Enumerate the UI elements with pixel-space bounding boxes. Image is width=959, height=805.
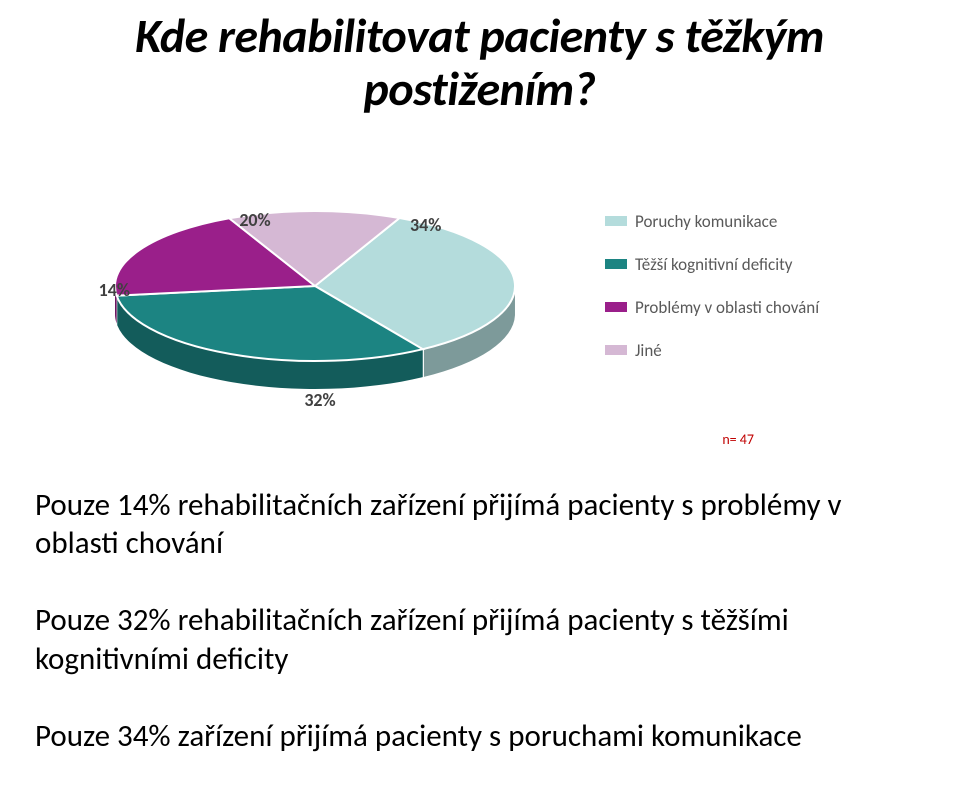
legend: Poruchy komunikace Těžší kognitivní defi… [575,189,924,383]
slide: Kde rehabilitovat pacienty s těžkým post… [0,0,959,805]
body-paragraph: Pouze 34% zařízení přijímá pacienty s po… [35,717,924,756]
title-line-1: Kde rehabilitovat pacienty s těžkým [135,6,824,65]
legend-label: Problémy v oblasti chování [635,297,819,318]
chart-row: 34% 32% 20% 14% Poruchy komunikace Těžší ko… [35,151,924,421]
sample-size-note: n= 47 [35,431,924,448]
pie-slice-label: 14% [99,279,130,301]
legend-swatch [605,302,627,312]
legend-label: Jiné [635,340,662,361]
body-paragraph: Pouze 32% rehabilitačních zařízení přijí… [35,601,924,679]
body-text: Pouze 14% rehabilitačních zařízení přijí… [35,486,924,756]
legend-swatch [605,259,627,269]
legend-item: Jiné [605,340,924,361]
legend-swatch [605,345,627,355]
body-paragraph: Pouze 14% rehabilitačních zařízení přijí… [35,486,924,564]
pie-chart: 34% 32% 20% 14% [35,151,575,421]
legend-item: Těžší kognitivní deficity [605,254,924,275]
pie-slice-label: 20% [239,209,270,231]
legend-label: Poruchy komunikace [635,211,777,232]
pie-slice-label: 32% [304,389,335,411]
legend-item: Poruchy komunikace [605,211,924,232]
n-note-text: n= 47 [722,431,754,448]
pie-slice-label: 34% [410,214,441,236]
title-line-2: postižením? [364,59,596,118]
legend-swatch [605,216,627,226]
legend-label: Těžší kognitivní deficity [635,254,793,275]
legend-item: Problémy v oblasti chování [605,297,924,318]
page-title: Kde rehabilitovat pacienty s těžkým post… [35,10,924,116]
